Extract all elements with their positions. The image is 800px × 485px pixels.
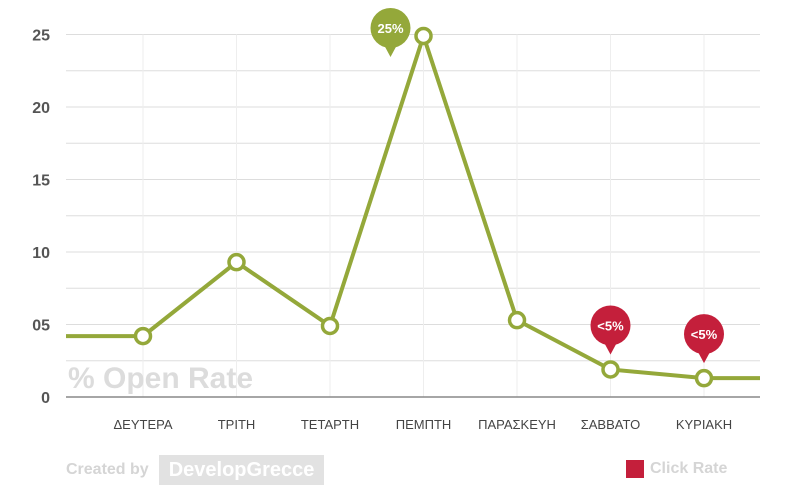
x-tick-label: ΠΑΡΑΣΚΕΥΗ bbox=[478, 417, 556, 432]
data-point bbox=[601, 360, 620, 379]
callout-bubble: <5% bbox=[684, 314, 724, 364]
callouts: 25% <5% <5% bbox=[370, 8, 724, 364]
chart-watermark-label: % Open Rate bbox=[68, 362, 253, 395]
y-tick-label: 05 bbox=[32, 318, 50, 335]
data-point bbox=[414, 26, 433, 46]
line-chart: 0 05 10 15 20 25 ΔΕΥΤΕΡΑ ΤΡΙΤΗ ΤΕΤΑΡΤΗ ΠΕΜΠΤΗ ΠΑΡ… bbox=[32, 8, 760, 432]
data-point bbox=[133, 326, 153, 346]
callout-label: <5% bbox=[691, 327, 718, 342]
x-tick-label: ΚΥΡΙΑΚΗ bbox=[676, 417, 732, 432]
y-tick-label: 10 bbox=[32, 245, 50, 262]
data-point bbox=[227, 252, 246, 272]
x-tick-label: ΔΕΥΤΕΡΑ bbox=[113, 417, 172, 432]
callout-bubble: <5% bbox=[590, 305, 631, 355]
y-tick-label: 20 bbox=[32, 100, 50, 117]
x-tick-label: ΠΕΜΠΤΗ bbox=[396, 417, 452, 432]
x-tick-label: ΣΑΒΒΑΤΟ bbox=[581, 417, 641, 432]
callout-pointer bbox=[383, 44, 398, 57]
callout-circle bbox=[370, 8, 411, 48]
callout-pointer bbox=[603, 341, 618, 355]
y-tick-label: 15 bbox=[32, 173, 50, 190]
legend-swatch-click-rate bbox=[626, 460, 644, 478]
callout-label: <5% bbox=[597, 318, 624, 333]
y-tick-label: 25 bbox=[32, 28, 50, 45]
footer-credit: Created by DevelopGrecce bbox=[66, 455, 325, 485]
grid-lines bbox=[66, 34, 760, 398]
y-tick-label: 0 bbox=[41, 390, 50, 407]
callout-bubble: 25% bbox=[370, 8, 411, 57]
callout-circle bbox=[590, 305, 631, 346]
x-axis-ticks: ΔΕΥΤΕΡΑ ΤΡΙΤΗ ΤΕΤΑΡΤΗ ΠΕΜΠΤΗ ΠΑΡΑΣΚΕΥΗ ΣΑΒΒΑΤ… bbox=[113, 417, 732, 432]
data-point bbox=[694, 368, 714, 388]
created-by-label: Created by bbox=[66, 461, 149, 478]
x-tick-label: ΤΡΙΤΗ bbox=[218, 417, 256, 432]
data-point bbox=[507, 310, 527, 330]
series-line bbox=[66, 29, 760, 381]
legend: Click Rate bbox=[626, 460, 727, 478]
legend-label-click-rate: Click Rate bbox=[650, 460, 728, 477]
callout-label: 25% bbox=[377, 21, 403, 36]
callout-circle bbox=[684, 314, 724, 355]
y-axis-ticks: 0 05 10 15 20 25 bbox=[32, 28, 50, 408]
brand-badge: DevelopGrecce bbox=[158, 455, 325, 485]
data-point bbox=[320, 316, 340, 336]
series-open-rate bbox=[66, 26, 760, 388]
callout-pointer bbox=[697, 350, 711, 364]
x-tick-label: ΤΕΤΑΡΤΗ bbox=[301, 417, 359, 432]
